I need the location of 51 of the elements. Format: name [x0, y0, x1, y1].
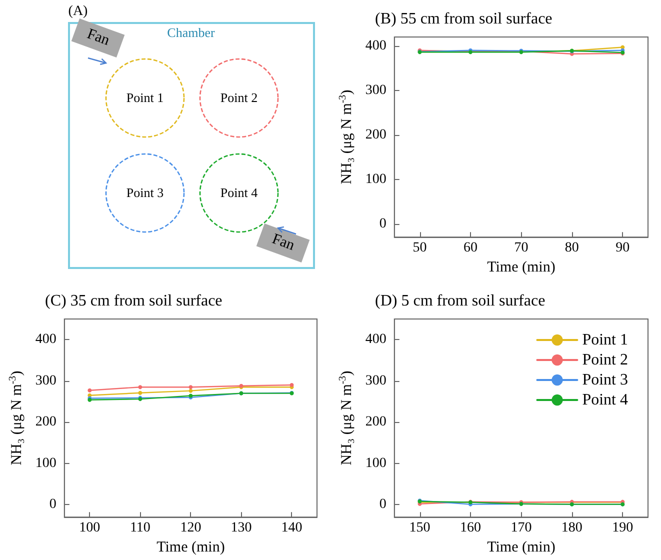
chart-title: (C) 35 cm from soil surface: [45, 292, 222, 310]
x-tick-label: 80: [564, 240, 579, 256]
text: Point 2: [220, 90, 258, 106]
y-tick-label: 200: [365, 127, 386, 142]
x-tick-label: 110: [130, 520, 150, 536]
x-tick-label: 160: [460, 520, 481, 536]
text: Fan: [270, 231, 296, 255]
y-tick-label: 400: [365, 332, 386, 348]
y-tick-label: 0: [49, 497, 56, 512]
chart-title: (D) 5 cm from soil surface: [375, 292, 546, 310]
text: (A): [68, 4, 88, 20]
y-tick-label: 100: [365, 172, 386, 187]
text: Point 1: [126, 90, 164, 106]
text: Fan: [84, 26, 112, 50]
text: Chamber: [167, 25, 215, 41]
y-tick-label: 200: [365, 414, 386, 430]
text: Point 3: [126, 185, 164, 201]
x-tick-label: 180: [561, 520, 582, 536]
text: Point 4: [220, 185, 258, 201]
y-tick-label: 400: [35, 332, 56, 348]
x-tick-label: 70: [514, 240, 528, 256]
y-tick-label: 300: [35, 373, 56, 388]
y-tick-label: 0: [379, 216, 386, 232]
y-axis-title: NH₃ (μg N m-3): [338, 370, 355, 466]
legend-label: Point 3: [582, 372, 628, 388]
x-tick-label: 190: [612, 520, 634, 536]
y-axis-title: NH₃ (μg N m-3): [338, 90, 355, 184]
legend-label: Point 2: [582, 352, 628, 368]
legend-label: Point 1: [582, 332, 628, 348]
y-tick-label: 0: [379, 497, 386, 512]
y-tick-label: 300: [365, 373, 386, 388]
x-axis-title: Time (min): [487, 260, 556, 276]
legend-label: Point 4: [582, 392, 628, 408]
y-tick-label: 200: [35, 414, 56, 430]
x-tick-label: 90: [616, 240, 630, 256]
y-tick-label: 300: [365, 82, 386, 98]
x-tick-label: 130: [230, 520, 252, 536]
x-tick-label: 100: [79, 520, 100, 536]
x-tick-label: 140: [281, 520, 302, 536]
y-tick-label: 100: [35, 456, 56, 471]
y-axis-title: NH₃ (μg N m-3): [8, 370, 25, 466]
y-tick-label: 400: [365, 38, 386, 54]
x-axis-title: Time (min): [156, 540, 225, 556]
y-tick-label: 100: [365, 456, 386, 471]
x-tick-label: 60: [463, 240, 478, 256]
x-tick-label: 170: [510, 520, 532, 536]
x-axis-title: Time (min): [487, 540, 556, 556]
x-tick-label: 120: [180, 520, 202, 536]
x-tick-label: 150: [409, 520, 430, 536]
chart-title: (B) 55 cm from soil surface: [375, 10, 552, 28]
x-tick-label: 50: [412, 240, 427, 256]
